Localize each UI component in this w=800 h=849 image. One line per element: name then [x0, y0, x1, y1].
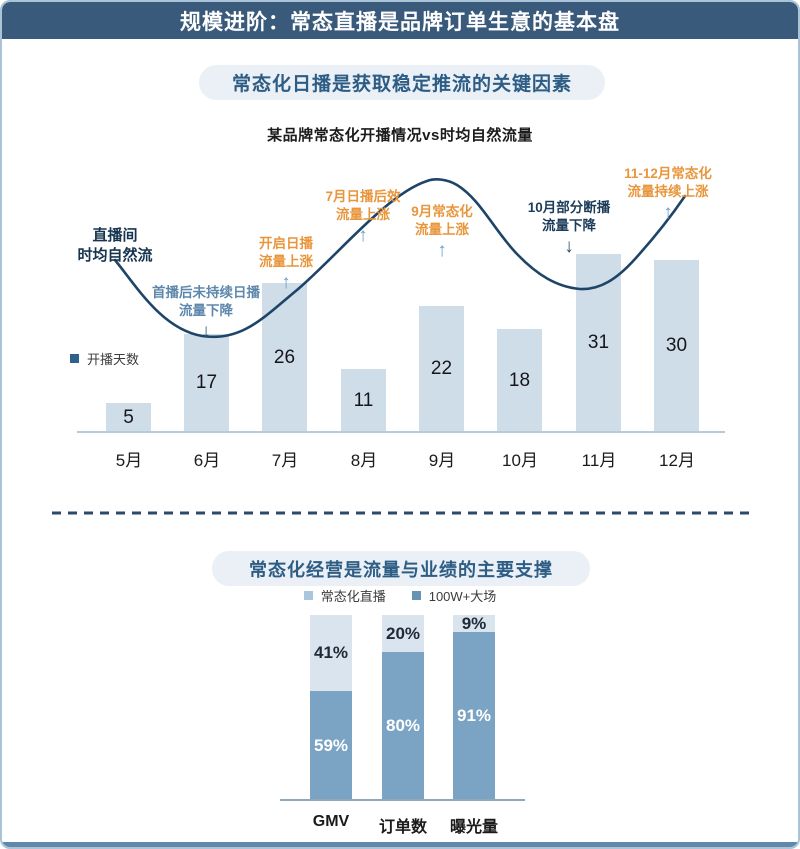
down-arrow-icon: ↓ [564, 236, 574, 258]
month-label: 7月 [271, 451, 299, 470]
natural-traffic-line [113, 178, 687, 339]
chart1-x-axis [77, 431, 725, 433]
stack-bar-exposure: 9% 91% [453, 614, 495, 800]
section1-headline: 常态化日播是获取稳定推流的关键因素 [231, 74, 572, 95]
annotation-text: 开启日播 [259, 236, 313, 251]
up-arrow-icon: ↑ [281, 272, 291, 294]
up-arrow-icon: ↑ [437, 240, 447, 262]
annotation-text: 7月日播后效 [325, 189, 401, 204]
segment-100w: 80% [382, 652, 424, 800]
bar-value: 11 [353, 389, 374, 411]
bar-aug: 11 [341, 369, 386, 432]
annotation-june-drop: 首播后未持续日播 流量下降 ↓ [152, 284, 260, 341]
section1-headline-pill: 常态化日播是获取稳定推流的关键因素 [199, 65, 605, 100]
category-label: 曝光量 [449, 819, 498, 836]
page-title: 规模进阶：常态直播是品牌订单生意的基本盘 [180, 10, 620, 34]
bar-value: 26 [273, 346, 296, 368]
annotation-text: 流量上涨 [414, 221, 469, 237]
bar-dec: 30 [654, 260, 699, 432]
annotation-text: 流量上涨 [259, 253, 313, 269]
month-label: 8月 [350, 451, 378, 470]
line-series-label-line1: 直播间 [92, 227, 138, 244]
category-label: GMV [312, 813, 350, 830]
segment-100w: 91% [453, 632, 495, 800]
bar-sep: 22 [419, 306, 464, 432]
top-banner: 规模进阶：常态直播是品牌订单生意的基本盘 [2, 2, 798, 39]
bar-may: 5 [106, 403, 151, 432]
chart1-legend: 开播天数 [70, 349, 139, 368]
annotation-text: 流量持续上涨 [627, 183, 709, 199]
month-label: 10月 [502, 451, 538, 470]
legend-label: 100W+大场 [428, 589, 497, 604]
up-arrow-icon: ↑ [663, 202, 673, 224]
annotation-daily-start: 开启日播 流量上涨 ↑ [259, 235, 313, 292]
annotation-text: 11-12月常态化 [624, 166, 712, 181]
dashed-divider [52, 511, 752, 515]
bar-nov: 31 [576, 254, 621, 432]
bottom-border-strip [2, 842, 798, 847]
chart1-title: 某品牌常态化开播情况vs时均自然流量 [267, 127, 533, 144]
stack-bar-orders: 20% 80% [382, 615, 424, 800]
stack-bar-gmv: 41% 59% [310, 615, 352, 800]
month-label: 12月 [659, 451, 695, 470]
bar-value: 31 [587, 332, 610, 353]
chart1-legend-label: 开播天数 [87, 352, 140, 367]
segment-100w: 59% [310, 691, 352, 800]
annotation-novdec-rise: 11-12月常态化 流量持续上涨 ↑ [624, 165, 712, 222]
bar-oct: 18 [497, 329, 542, 432]
annotation-text: 流量下降 [179, 302, 233, 318]
down-arrow-icon: ↓ [201, 321, 211, 343]
annotation-text: 流量上涨 [335, 206, 390, 222]
month-label: 9月 [428, 451, 456, 470]
legend-item-100w: 100W+大场 [411, 586, 497, 605]
bar-value: 17 [195, 372, 218, 393]
annotation-text: 9月常态化 [411, 204, 473, 219]
line-series-label: 直播间 时均自然流 [77, 226, 152, 265]
annotation-text: 10月部分断播 [527, 200, 611, 215]
legend-label: 常态化直播 [320, 589, 386, 604]
line-series-label-line2: 时均自然流 [77, 246, 153, 264]
segment-regular: 9% [453, 614, 495, 633]
legend-square-icon [70, 354, 79, 363]
segment-regular: 20% [382, 615, 424, 652]
category-label: 订单数 [378, 819, 427, 836]
annotation-text: 流量下降 [542, 217, 596, 233]
legend-square-icon [303, 591, 313, 600]
legend-item-regular: 常态化直播 [303, 586, 386, 605]
bar-jun: 17 [184, 334, 229, 432]
bar-value: 5 [123, 406, 134, 428]
annotation-september-rise: 9月常态化 流量上涨 ↑ [411, 203, 473, 260]
legend-square-icon [411, 591, 421, 600]
month-label: 11月 [581, 451, 617, 470]
chart2-legend: 常态化直播 100W+大场 [2, 586, 798, 605]
section2-headline-pill: 常态化经营是流量与业绩的主要支撑 [212, 551, 590, 586]
chart2-x-axis [280, 799, 525, 801]
bar-jul: 26 [262, 283, 307, 432]
annotation-october-drop: 10月部分断播 流量下降 ↓ [528, 199, 611, 256]
month-label: 6月 [193, 451, 221, 470]
annotation-july-effect: 7月日播后效 流量上涨 ↑ [325, 188, 400, 245]
annotation-text: 首播后未持续日播 [152, 285, 260, 300]
section2-headline: 常态化经营是流量与业绩的主要支撑 [249, 559, 553, 580]
up-arrow-icon: ↑ [358, 225, 368, 247]
bar-value: 22 [430, 358, 453, 379]
month-label: 5月 [115, 451, 143, 470]
segment-regular: 41% [310, 615, 352, 691]
bar-value: 18 [508, 369, 531, 391]
bar-value: 30 [665, 335, 688, 356]
